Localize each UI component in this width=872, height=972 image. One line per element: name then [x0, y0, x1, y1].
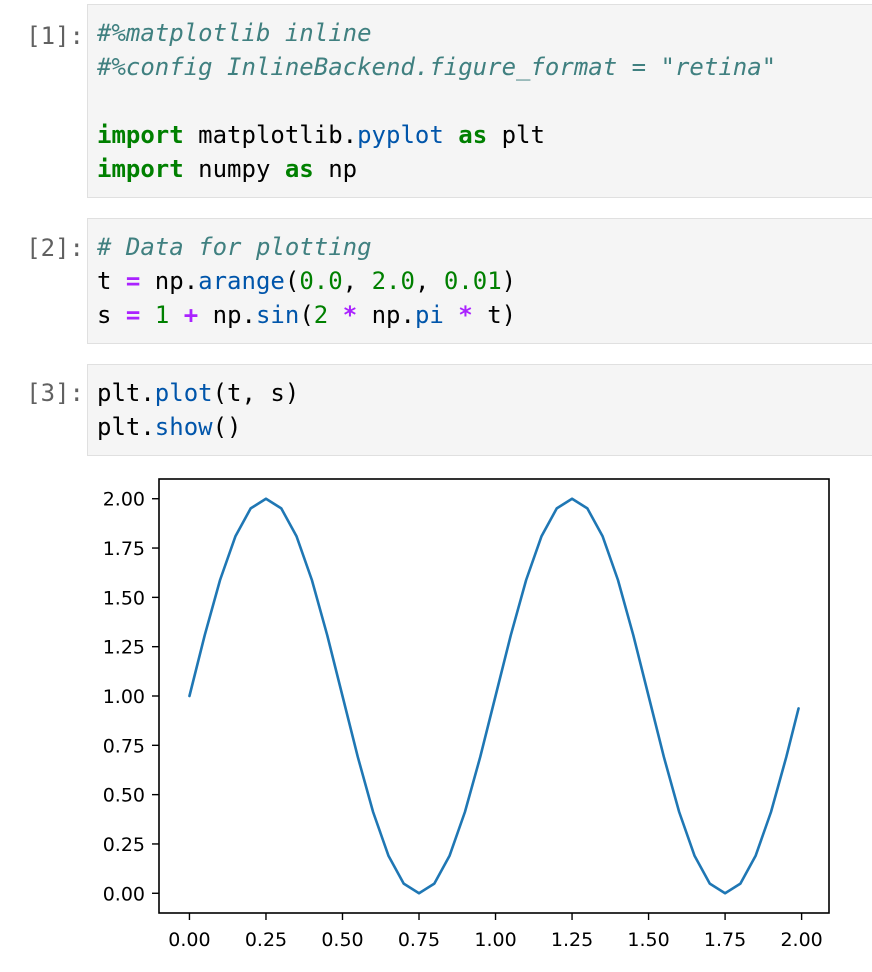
code-line: plt.plot(t, s) — [97, 376, 299, 410]
cell-prompt: [1]: — [26, 22, 84, 50]
code-token: plt — [487, 121, 545, 149]
code-token: show — [154, 413, 213, 441]
code-token: pyplot — [357, 121, 444, 149]
code-token — [328, 301, 342, 329]
code-token: + — [183, 301, 199, 329]
code-token: ) — [501, 267, 517, 295]
code-line — [97, 84, 776, 118]
code-token: 2.0 — [371, 267, 415, 295]
code-token: ( — [284, 267, 300, 295]
code-token: 1 — [154, 301, 170, 329]
code-line: # Data for plotting — [97, 230, 516, 264]
code-editor[interactable]: # Data for plotting t = np.arange(0.0, 2.… — [97, 230, 516, 332]
cell-output: 0.00 0.25 0.50 0.75 1.00 1.25 1.50 1.75 2.00 0.00… — [87, 462, 872, 968]
code-token: ( — [299, 301, 314, 329]
code-cell-1[interactable]: [1]: #%matplotlib inline #%config InlineB… — [0, 4, 872, 198]
x-tick-label: 0.25 — [245, 929, 287, 951]
y-tick-label: 2.00 — [103, 489, 145, 511]
y-tick-label: 1.25 — [103, 637, 145, 659]
code-token: () — [212, 413, 242, 441]
y-tick-label: 0.75 — [103, 735, 145, 757]
code-line: #%matplotlib inline — [97, 16, 776, 50]
code-token: 0.0 — [299, 267, 343, 295]
code-token: import — [97, 155, 184, 183]
code-line: import matplotlib.pyplot as plt — [97, 118, 776, 152]
code-token: plot — [154, 379, 213, 407]
code-line: #%config InlineBackend.figure_format = "… — [97, 50, 776, 84]
x-tick-label: 1.50 — [627, 929, 669, 951]
code-token: arange — [198, 267, 285, 295]
code-token: # Data for plotting — [97, 233, 372, 261]
x-tick-label: 1.25 — [551, 929, 593, 951]
code-token: 0.01 — [443, 267, 502, 295]
cell-prompt: [2]: — [26, 234, 84, 262]
code-token: plt. — [97, 413, 155, 441]
code-token — [140, 301, 154, 329]
x-tick-label: 0.75 — [398, 929, 440, 951]
code-token: as — [284, 155, 314, 183]
code-editor[interactable]: #%matplotlib inline #%config InlineBacken… — [97, 16, 776, 186]
code-token — [444, 301, 458, 329]
y-tick-label: 0.50 — [103, 785, 145, 807]
x-tick-label: 1.75 — [704, 929, 746, 951]
code-token: (t, s) — [212, 379, 300, 407]
code-token: plt. — [97, 379, 155, 407]
code-token: sin — [255, 301, 300, 329]
code-cell-3[interactable]: [3]: plt.plot(t, s) plt.show() — [0, 364, 872, 456]
line-chart: 0.00 0.25 0.50 0.75 1.00 1.25 1.50 1.75 2.00 0.00… — [103, 478, 830, 951]
y-tick-label: 1.75 — [103, 538, 145, 560]
code-input-area[interactable]: plt.plot(t, s) plt.show() — [87, 364, 872, 456]
code-token: np. — [140, 267, 199, 295]
y-tick-label: 0.25 — [103, 834, 145, 856]
code-cell-2[interactable]: [2]: # Data for plotting t = np.arange(0.… — [0, 218, 872, 344]
x-tick-label: 1.00 — [474, 929, 516, 951]
code-token — [169, 301, 183, 329]
code-token: np — [313, 155, 358, 183]
code-line: plt.show() — [97, 410, 299, 444]
code-token: , — [414, 267, 444, 295]
y-tick-label: 1.50 — [103, 587, 145, 609]
code-token: * — [458, 301, 473, 329]
x-tick-label: 0.00 — [168, 929, 210, 951]
code-token: , — [342, 267, 372, 295]
code-line: import numpy as np — [97, 152, 776, 186]
code-token: np. — [357, 301, 415, 329]
code-token: t — [97, 267, 126, 295]
code-token: pi — [414, 301, 444, 329]
code-token: #%config InlineBackend.figure_format = "… — [97, 53, 777, 81]
code-token: = — [125, 267, 141, 295]
code-input-area[interactable]: #%matplotlib inline #%config InlineBacken… — [87, 4, 872, 198]
x-tick-label: 2.00 — [780, 929, 822, 951]
series-line — [188, 497, 800, 895]
code-token: t) — [472, 301, 517, 329]
cell-prompt: [3]: — [26, 379, 84, 407]
code-token — [444, 121, 458, 149]
axes-frame — [158, 478, 830, 914]
y-tick-label: 0.00 — [103, 883, 145, 905]
x-tick-label: 0.50 — [321, 929, 363, 951]
code-line: t = np.arange(0.0, 2.0, 0.01) — [97, 264, 516, 298]
code-token: import — [97, 121, 184, 149]
code-token: s — [97, 301, 126, 329]
code-token: * — [342, 301, 358, 329]
code-editor[interactable]: plt.plot(t, s) plt.show() — [97, 376, 299, 444]
code-token: = — [125, 301, 141, 329]
code-token: #%matplotlib inline — [97, 19, 372, 47]
y-tick-label: 1.00 — [103, 686, 145, 708]
code-token: as — [458, 121, 488, 149]
code-token: matplotlib. — [183, 121, 358, 149]
code-input-area[interactable]: # Data for plotting t = np.arange(0.0, 2.… — [87, 218, 872, 344]
code-token: np. — [198, 301, 256, 329]
code-line: s = 1 + np.sin(2 * np.pi * t) — [97, 298, 516, 332]
code-token: 2 — [313, 301, 329, 329]
code-token: numpy — [183, 155, 285, 183]
